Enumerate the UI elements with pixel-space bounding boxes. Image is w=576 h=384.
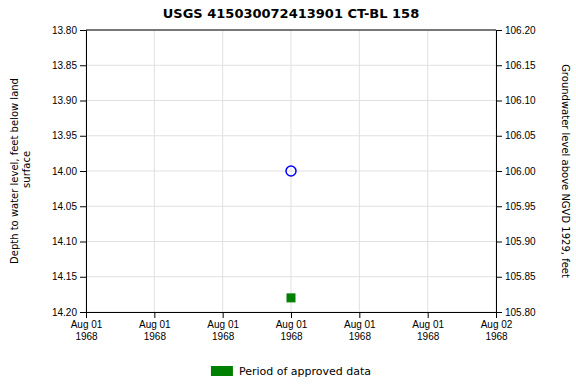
tick-mark [80, 206, 86, 207]
tick-mark [496, 101, 502, 102]
x-axis: Aug 011968 Aug 011968 Aug 011968 Aug 011968… [71, 312, 513, 342]
tick-label: 13.90 [52, 95, 77, 106]
grid-line [427, 30, 428, 312]
tick: Aug 011968 [344, 312, 376, 342]
title: USGS 415030072413901 CT-BL 158 [163, 6, 419, 21]
legend-label: Period of approved data [239, 365, 371, 378]
tick: Aug 011968 [139, 312, 171, 342]
tick-mark [80, 277, 86, 278]
series [286, 166, 296, 176]
tick: 106.10 [496, 95, 536, 106]
axis-line [497, 31, 503, 313]
plot: Aug 011968 Aug 011968 Aug 011968 Aug 011968… [52, 25, 536, 342]
tick-mark [154, 312, 155, 318]
tick-mark [496, 242, 502, 243]
legend-item: Period of approved data [211, 365, 371, 378]
tick: Aug 011968 [276, 312, 308, 342]
tick-label: 14.00 [52, 166, 77, 177]
tick-mark [428, 312, 429, 318]
tick: Aug 011968 [412, 312, 444, 342]
tick: Aug 011968 [207, 312, 239, 342]
tick-label: Aug 011968 [276, 319, 308, 342]
tick-mark [496, 30, 502, 31]
tick: 14.00 [52, 166, 86, 177]
grid-line [222, 30, 223, 312]
grid-line [359, 30, 360, 312]
tick-mark [80, 136, 86, 137]
tick-label: 14.15 [52, 271, 77, 282]
tick-label: 106.05 [505, 130, 536, 141]
tick-mark [496, 206, 502, 207]
tick: 106.15 [496, 60, 536, 71]
tick: 106.00 [496, 166, 536, 177]
chart: Aug 011968 Aug 011968 Aug 011968 Aug 011968… [0, 0, 576, 384]
grid-line [86, 30, 496, 31]
tick-mark [496, 65, 502, 66]
tick-label: 106.20 [505, 25, 536, 36]
tick: 14.05 [52, 201, 86, 212]
tick-mark [496, 171, 502, 172]
tick-mark [359, 312, 360, 318]
tick: 106.05 [496, 130, 536, 141]
tick: 105.90 [496, 236, 536, 247]
tick: 106.20 [496, 25, 536, 36]
tick-mark [80, 65, 86, 66]
tick-label: 106.00 [505, 166, 536, 177]
tick: 105.85 [496, 271, 536, 282]
point [287, 294, 295, 302]
tick: 14.15 [52, 271, 86, 282]
tick-mark [223, 312, 224, 318]
axis-line [80, 31, 87, 313]
tick-label: 105.85 [505, 271, 536, 282]
tick-label: 13.80 [52, 25, 77, 36]
tick-label: 106.10 [505, 95, 536, 106]
marks [286, 166, 296, 302]
tick-mark [80, 101, 86, 102]
tick-label: Aug 011968 [139, 319, 171, 342]
tick-label: 13.85 [52, 60, 77, 71]
frame [86, 30, 496, 31]
tick-label: 14.10 [52, 236, 77, 247]
tick: 13.85 [52, 60, 86, 71]
tick-mark [496, 312, 502, 313]
tick: 13.90 [52, 95, 86, 106]
series [287, 294, 295, 302]
tick: 14.10 [52, 236, 86, 247]
y2-axis: 106.20 106.15 106.10 106.05 106.00 105.95 105.… [496, 25, 536, 318]
tick-label: Aug 011968 [412, 319, 444, 342]
tick: 13.95 [52, 130, 86, 141]
tick-label: 14.05 [52, 201, 77, 212]
axis-title: Depth to water level, feet below land su… [9, 78, 32, 264]
tick-label: 106.15 [505, 60, 536, 71]
y-axis: 13.80 13.85 13.90 13.95 14.00 14.05 14.10 14.15… [52, 25, 87, 318]
tick-label: Aug 011968 [71, 319, 103, 342]
tick: 105.95 [496, 201, 536, 212]
tick-mark [496, 136, 502, 137]
axis-line [87, 313, 497, 319]
tick-label: 13.95 [52, 130, 77, 141]
tick-mark [80, 30, 86, 31]
grid [86, 30, 496, 312]
tick-mark [496, 277, 502, 278]
axis-title: Groundwater level above NGVD 1929, feet [560, 64, 571, 278]
tick-label: 14.20 [52, 307, 77, 318]
tick-label: Aug 011968 [344, 319, 376, 342]
tick-label: Aug 021968 [481, 319, 513, 342]
grid-line [291, 30, 292, 312]
point [286, 166, 296, 176]
tick: 14.20 [52, 307, 86, 318]
tick-label: Aug 011968 [207, 319, 239, 342]
tick: 13.80 [52, 25, 86, 36]
tick-label: 105.95 [505, 201, 536, 212]
legend: Period of approved data [211, 365, 371, 378]
tick-mark [80, 312, 86, 313]
tick: 105.80 [496, 307, 536, 318]
tick-mark [80, 171, 86, 172]
tick-label: 105.90 [505, 236, 536, 247]
grid-line [154, 30, 155, 312]
tick-mark [291, 312, 292, 318]
tick-label: 105.80 [505, 307, 536, 318]
tick-mark [80, 242, 86, 243]
legend-swatch [211, 366, 233, 376]
